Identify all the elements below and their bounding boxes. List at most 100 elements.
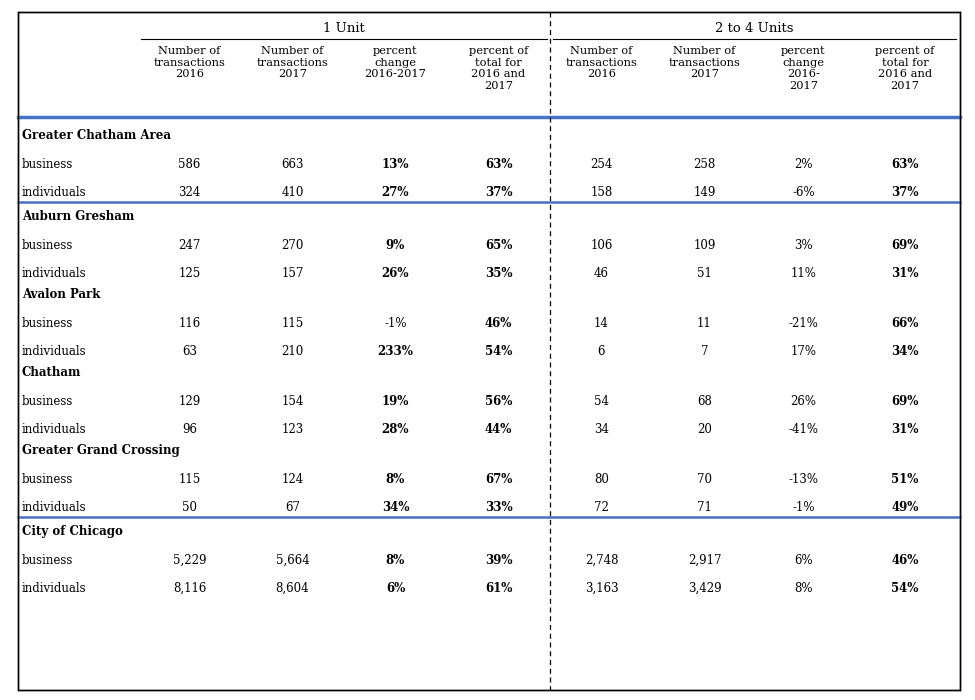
Text: 28%: 28% — [382, 423, 409, 436]
Text: 125: 125 — [178, 267, 201, 280]
Text: business: business — [22, 473, 73, 486]
Text: 13%: 13% — [382, 158, 409, 171]
Text: 410: 410 — [282, 186, 303, 199]
Text: 51: 51 — [697, 267, 712, 280]
Text: 7: 7 — [701, 345, 708, 358]
Text: 63%: 63% — [485, 158, 512, 171]
Text: 2 to 4 Units: 2 to 4 Units — [716, 22, 794, 35]
Text: 39%: 39% — [485, 554, 512, 567]
Text: 37%: 37% — [485, 186, 512, 199]
Text: 2,748: 2,748 — [585, 554, 618, 567]
Text: 586: 586 — [178, 158, 201, 171]
Text: 46: 46 — [594, 267, 609, 280]
Text: 66%: 66% — [891, 317, 918, 330]
Text: 44%: 44% — [485, 423, 512, 436]
Text: 68: 68 — [697, 395, 712, 408]
Text: 80: 80 — [594, 473, 609, 486]
Text: business: business — [22, 395, 73, 408]
Text: 54: 54 — [594, 395, 609, 408]
Text: 1 Unit: 1 Unit — [323, 22, 365, 35]
Text: 37%: 37% — [891, 186, 918, 199]
Text: 123: 123 — [282, 423, 303, 436]
Text: 157: 157 — [282, 267, 303, 280]
Text: 61%: 61% — [485, 582, 512, 595]
Text: percent of
total for
2016 and
2017: percent of total for 2016 and 2017 — [469, 46, 528, 91]
Text: Number of
transactions
2016: Number of transactions 2016 — [154, 46, 225, 79]
Text: 233%: 233% — [377, 345, 413, 358]
Text: 46%: 46% — [891, 554, 918, 567]
Text: 2%: 2% — [795, 158, 813, 171]
Text: 247: 247 — [178, 239, 201, 252]
Text: Greater Grand Crossing: Greater Grand Crossing — [22, 444, 179, 457]
Text: percent
change
2016-
2017: percent change 2016- 2017 — [781, 46, 826, 91]
Text: individuals: individuals — [22, 267, 87, 280]
Text: 11%: 11% — [791, 267, 816, 280]
Text: 11: 11 — [697, 317, 712, 330]
Text: 46%: 46% — [485, 317, 512, 330]
Text: 96: 96 — [182, 423, 197, 436]
Text: 149: 149 — [693, 186, 716, 199]
Text: City of Chicago: City of Chicago — [22, 525, 123, 538]
Text: 663: 663 — [281, 158, 304, 171]
Text: 27%: 27% — [382, 186, 409, 199]
Text: -1%: -1% — [384, 317, 407, 330]
Text: -13%: -13% — [789, 473, 818, 486]
Text: 34%: 34% — [891, 345, 918, 358]
Text: 26%: 26% — [791, 395, 816, 408]
Text: 158: 158 — [591, 186, 612, 199]
Text: 9%: 9% — [386, 239, 406, 252]
Text: 31%: 31% — [891, 267, 918, 280]
Text: 20: 20 — [697, 423, 712, 436]
Text: 70: 70 — [697, 473, 712, 486]
Text: 106: 106 — [590, 239, 612, 252]
Text: 65%: 65% — [485, 239, 512, 252]
Text: 56%: 56% — [485, 395, 512, 408]
Text: 26%: 26% — [382, 267, 409, 280]
Text: 8,604: 8,604 — [276, 582, 309, 595]
Text: -41%: -41% — [789, 423, 818, 436]
Text: 35%: 35% — [485, 267, 512, 280]
Text: 33%: 33% — [485, 501, 512, 514]
Text: 17%: 17% — [791, 345, 816, 358]
Text: 51%: 51% — [891, 473, 918, 486]
Text: percent of
total for
2016 and
2017: percent of total for 2016 and 2017 — [876, 46, 935, 91]
Text: 69%: 69% — [891, 239, 918, 252]
Text: 71: 71 — [697, 501, 712, 514]
Text: 8%: 8% — [386, 473, 406, 486]
Text: individuals: individuals — [22, 423, 87, 436]
Text: 67%: 67% — [485, 473, 512, 486]
Text: 67: 67 — [285, 501, 300, 514]
Text: 5,664: 5,664 — [276, 554, 309, 567]
Text: 109: 109 — [693, 239, 716, 252]
Text: 54%: 54% — [485, 345, 512, 358]
Text: -6%: -6% — [792, 186, 815, 199]
Text: individuals: individuals — [22, 345, 87, 358]
Text: 6%: 6% — [795, 554, 813, 567]
Text: 31%: 31% — [891, 423, 918, 436]
Text: 270: 270 — [282, 239, 303, 252]
Text: 63%: 63% — [891, 158, 918, 171]
Text: 63: 63 — [182, 345, 197, 358]
Text: 6: 6 — [598, 345, 605, 358]
Text: business: business — [22, 158, 73, 171]
Text: 115: 115 — [282, 317, 303, 330]
Text: 254: 254 — [590, 158, 612, 171]
Text: Avalon Park: Avalon Park — [22, 288, 100, 301]
Text: 50: 50 — [182, 501, 197, 514]
Text: 115: 115 — [178, 473, 201, 486]
Text: 69%: 69% — [891, 395, 918, 408]
Text: 3%: 3% — [795, 239, 813, 252]
Text: 54%: 54% — [891, 582, 918, 595]
Text: 258: 258 — [693, 158, 716, 171]
Text: 3,163: 3,163 — [585, 582, 618, 595]
Text: -21%: -21% — [789, 317, 818, 330]
Text: 154: 154 — [282, 395, 303, 408]
Text: 14: 14 — [594, 317, 609, 330]
Text: Number of
transactions
2017: Number of transactions 2017 — [256, 46, 329, 79]
Text: individuals: individuals — [22, 186, 87, 199]
Text: Auburn Gresham: Auburn Gresham — [22, 210, 135, 223]
Text: individuals: individuals — [22, 501, 87, 514]
Text: -1%: -1% — [793, 501, 815, 514]
Text: individuals: individuals — [22, 582, 87, 595]
Text: 124: 124 — [282, 473, 303, 486]
